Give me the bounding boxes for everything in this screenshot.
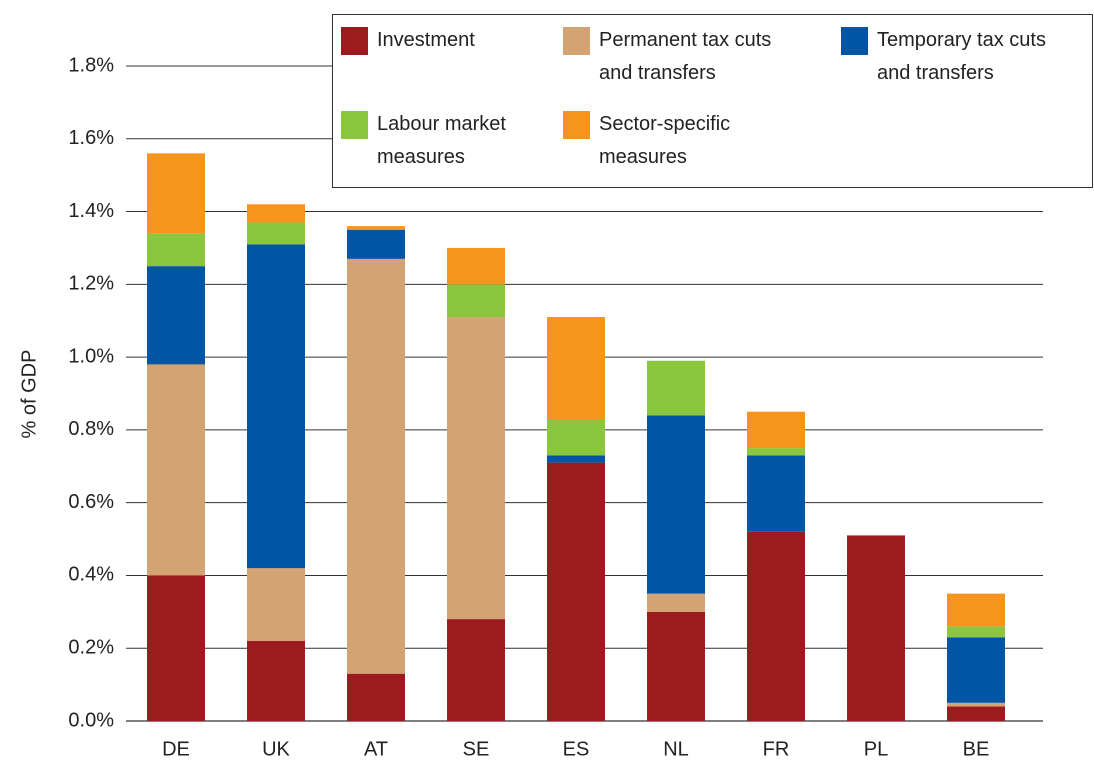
legend-label: Permanent tax cuts and transfers <box>599 29 772 84</box>
bar-segment <box>147 233 205 267</box>
bar-segment <box>647 360 705 416</box>
bar-segment <box>347 673 405 721</box>
legend-item: Labour market measures <box>341 111 537 174</box>
y-tick-label: 1.2% <box>68 273 114 295</box>
legend-label: Temporary tax cuts and transfers <box>877 29 1046 84</box>
bar-segment <box>947 593 1005 627</box>
bar-segment <box>547 317 605 419</box>
bar-segment <box>947 706 1005 721</box>
y-tick-label: 0.8% <box>68 418 114 440</box>
bar-segment <box>247 204 305 223</box>
bar-segment <box>147 266 205 365</box>
bar-segment <box>747 531 805 721</box>
bar-segment <box>447 284 505 318</box>
bar-segment <box>147 575 205 721</box>
y-tick-label: 0.6% <box>68 491 114 513</box>
x-tick-label: ES <box>563 738 590 760</box>
x-tick-label: FR <box>763 738 790 760</box>
x-tick-label: PL <box>864 738 888 760</box>
bar-segment <box>947 626 1005 638</box>
bar-segment <box>547 418 605 456</box>
bar-segment <box>847 535 905 721</box>
bar-segment <box>647 415 705 594</box>
y-tick-label: 1.4% <box>68 200 114 222</box>
y-tick-label: 1.8% <box>68 54 114 76</box>
y-tick-label: 0.2% <box>68 637 114 659</box>
bar-segment <box>247 640 305 721</box>
x-tick-label: NL <box>663 738 689 760</box>
bar-segment <box>147 364 205 576</box>
legend-swatch <box>563 27 590 55</box>
legend: Investment Permanent tax cuts and transfe… <box>332 14 1093 188</box>
legend-label: Labour market measures <box>377 113 506 168</box>
legend-label: Investment <box>377 29 475 51</box>
legend-label: Sector-specific measures <box>599 113 731 168</box>
bar-segment <box>747 448 805 456</box>
x-tick-label: UK <box>262 738 290 760</box>
bar-segment <box>247 222 305 245</box>
bar-segment <box>147 153 205 234</box>
legend-item: Investment <box>341 27 537 57</box>
bar-segment <box>347 226 405 230</box>
bar-segment <box>647 593 705 612</box>
legend-item: Sector-specific measures <box>563 111 789 174</box>
legend-swatch <box>563 111 590 139</box>
y-tick-label: 1.0% <box>68 345 114 367</box>
bar-segment <box>947 637 1005 703</box>
y-axis-label: % of GDP <box>18 350 40 439</box>
bar-segment <box>347 258 405 674</box>
bar-segment <box>647 611 705 721</box>
legend-swatch <box>841 27 868 55</box>
bar-segment <box>447 247 505 285</box>
bar-segment <box>447 317 505 620</box>
bar-segment <box>747 411 805 449</box>
legend-swatch <box>341 27 368 55</box>
y-tick-label: 0.4% <box>68 564 114 586</box>
bar-segment <box>947 702 1005 707</box>
legend-item: Temporary tax cuts and transfers <box>841 27 1077 90</box>
bar-segment <box>247 568 305 641</box>
legend-item: Permanent tax cuts and transfers <box>563 27 789 90</box>
legend-swatch <box>341 111 368 139</box>
y-tick-label: 0.0% <box>68 709 114 731</box>
x-tick-label: DE <box>162 738 190 760</box>
x-tick-label: AT <box>364 738 388 760</box>
bar-segment <box>747 455 805 532</box>
x-tick-label: BE <box>963 738 990 760</box>
x-tick-label: SE <box>463 738 490 760</box>
bar-segment <box>547 462 605 721</box>
bar-segment <box>447 619 505 721</box>
bar-segment <box>347 229 405 259</box>
bar-segment <box>547 455 605 463</box>
bar-segment <box>247 244 305 569</box>
y-tick-label: 1.6% <box>68 127 114 149</box>
